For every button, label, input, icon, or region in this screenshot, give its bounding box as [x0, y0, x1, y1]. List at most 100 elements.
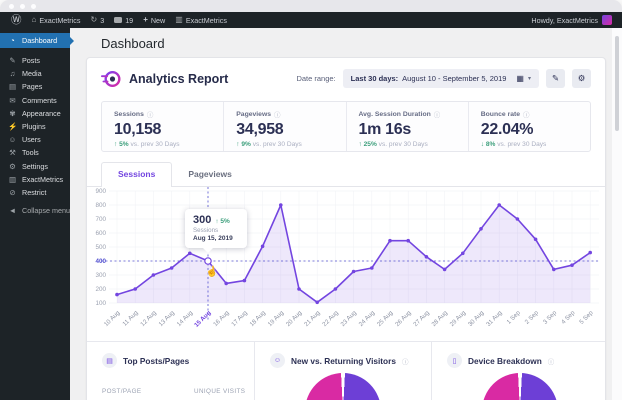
home-icon: ⌂: [31, 15, 37, 24]
svg-text:28 Aug: 28 Aug: [430, 309, 449, 328]
sidebar-item-plugins[interactable]: ⚡ Plugins: [0, 120, 70, 133]
sidebar-item-posts[interactable]: ✎ Posts: [0, 54, 70, 67]
chart-icon: ▥: [175, 15, 183, 24]
admin-bar-item-exactmetrics-toolbar[interactable]: ▥ ExactMetrics: [170, 12, 232, 28]
info-icon[interactable]: ⓘ: [274, 112, 281, 119]
tab-pageviews[interactable]: Pageviews: [188, 169, 232, 179]
edit-report-button[interactable]: ✎: [546, 69, 565, 88]
minimize-window-icon[interactable]: [20, 3, 25, 9]
info-icon[interactable]: ⓘ: [146, 112, 154, 119]
metric-change-suffix: vs. prev 30 Days: [376, 141, 428, 148]
sidebar-item-label: Comments: [22, 95, 57, 105]
metric-change-suffix: vs. prev 30 Days: [495, 141, 547, 148]
window-titlebar[interactable]: [0, 0, 622, 12]
tab-sessions[interactable]: Sessions: [101, 162, 173, 187]
wp-admin-sidebar: ◔ Dashboard ✎ Posts ♫ Media ▤ Pages ✉ Comments ✾ Ap…: [0, 28, 74, 400]
widget-header: ☺ New vs. Returning Visitors ⓘ: [255, 342, 431, 368]
svg-text:18 Aug: 18 Aug: [248, 309, 267, 328]
svg-text:200: 200: [95, 286, 106, 293]
svg-text:27 Aug: 27 Aug: [412, 309, 431, 328]
sidebar-item-label: Plugins: [22, 122, 46, 132]
close-window-icon[interactable]: [9, 3, 14, 9]
widget-top-posts-pages: ▤ Top Posts/Pages POST/PAGE UNIQUE VISITS: [87, 342, 254, 400]
info-icon[interactable]: ⓘ: [547, 358, 555, 366]
info-icon[interactable]: ⓘ: [401, 358, 409, 366]
sidebar-item-users[interactable]: ☺ Users: [0, 133, 70, 146]
scrollbar-track[interactable]: [612, 28, 622, 400]
sidebar-item-tools[interactable]: ⚒ Tools: [0, 146, 70, 159]
sidebar-item-pages[interactable]: ▤ Pages: [0, 80, 70, 93]
tooltip-change: ↑ 5%: [215, 218, 230, 225]
chart-tooltip: 300 ↑ 5% Sessions Aug 15, 2019: [185, 209, 247, 253]
svg-text:2 Sep: 2 Sep: [524, 309, 541, 326]
report-header: Analytics Report Date range: Last 30 day…: [87, 58, 605, 99]
scrollbar-thumb[interactable]: [615, 36, 619, 131]
info-icon[interactable]: ⓘ: [523, 112, 530, 119]
svg-text:21 Aug: 21 Aug: [303, 309, 322, 328]
sidebar-item-comments[interactable]: ✉ Comments: [0, 94, 70, 107]
admin-bar-item-updates[interactable]: ↻ 3: [85, 12, 109, 28]
column-header-post-page: POST/PAGE: [102, 388, 142, 395]
svg-text:900: 900: [95, 188, 106, 195]
site-name-label: ExactMetrics: [39, 15, 81, 25]
metric-pageviews: Pageviews ⓘ 34,958 ↑ 9% vs. prev 30 Days: [223, 102, 345, 151]
pie-chart: [305, 373, 381, 400]
sidebar-item-label: Settings: [22, 161, 48, 171]
admin-bar-item-wordpress-logo[interactable]: Ⓦ: [6, 12, 27, 28]
report-settings-button[interactable]: ⚙: [572, 69, 591, 88]
sidebar-item-settings[interactable]: ⚙ Settings: [0, 160, 70, 173]
metric-change-percent: ↑ 25%: [358, 141, 377, 148]
file-icon: ▤: [102, 353, 117, 368]
exactmetrics-logo-icon: [101, 70, 121, 87]
plugins-icon: ⚡: [8, 122, 18, 132]
analytics-report-card: Analytics Report Date range: Last 30 day…: [86, 57, 606, 400]
metric-change: ↑ 9% vs. prev 30 Days: [236, 141, 333, 148]
sidebar-item-restrict[interactable]: ⊘ Restrict: [0, 186, 70, 199]
maximize-window-icon[interactable]: [31, 3, 36, 9]
svg-text:14 Aug: 14 Aug: [176, 309, 195, 328]
svg-text:1 Sep: 1 Sep: [505, 309, 522, 326]
metric-change-suffix: vs. prev 30 Days: [250, 141, 302, 148]
metric-value: 10,158: [114, 121, 162, 138]
widget-header: ▤ Top Posts/Pages: [87, 342, 254, 368]
svg-text:23 Aug: 23 Aug: [339, 309, 358, 328]
plus-icon: +: [143, 15, 148, 24]
svg-text:26 Aug: 26 Aug: [394, 309, 413, 328]
dashboard-icon: ◔: [10, 36, 15, 45]
svg-text:12 Aug: 12 Aug: [139, 309, 158, 328]
wp-admin-bar: Ⓦ ⌂ ExactMetrics ↻ 3 19 + New ▥ ExactMetrics Howd…: [0, 12, 622, 28]
admin-bar-item-new-content[interactable]: + New: [138, 12, 170, 28]
sidebar-item-appearance[interactable]: ✾ Appearance: [0, 107, 70, 120]
admin-bar-item-site-name[interactable]: ⌂ ExactMetrics: [27, 12, 86, 28]
collapse-icon: ◄: [8, 206, 17, 216]
metric-change-percent: ↑ 5%: [114, 141, 129, 148]
svg-text:3 Sep: 3 Sep: [542, 309, 559, 326]
cursor-hand-icon: ☝: [205, 266, 220, 279]
svg-text:5 Sep: 5 Sep: [578, 309, 595, 326]
svg-text:30 Aug: 30 Aug: [467, 309, 486, 328]
page-title: Dashboard: [101, 36, 165, 51]
widget-title: Top Posts/Pages: [123, 355, 190, 366]
admin-bar-left: Ⓦ ⌂ ExactMetrics ↻ 3 19 + New ▥ ExactMetrics: [6, 12, 232, 28]
media-icon: ♫: [9, 69, 16, 79]
metric-change: ↑ 5% vs. prev 30 Days: [114, 141, 211, 148]
report-header-actions: Date range: Last 30 days: August 10 - Se…: [296, 69, 591, 88]
widget-title: Device Breakdown: [468, 355, 542, 366]
sidebar-item-label: Restrict: [22, 187, 47, 197]
sidebar-item-collapse-menu[interactable]: ◄ Collapse menu: [0, 204, 70, 217]
admin-bar-account[interactable]: Howdy, ExactMetrics: [531, 15, 612, 25]
metrics-summary-row: Sessions ⓘ 10,158 ↑ 5% vs. prev 30 Days Page…: [101, 101, 591, 152]
sessions-line-chart[interactable]: 300 ↑ 5% Sessions Aug 15, 2019 ☝ 100 200 3…: [87, 187, 607, 339]
metric-label: Sessions ⓘ: [114, 110, 154, 120]
sidebar-item-label: Collapse menu: [22, 206, 70, 216]
svg-text:16 Aug: 16 Aug: [212, 309, 231, 328]
date-range-button[interactable]: Last 30 days: August 10 - September 5, 2…: [342, 69, 539, 88]
sidebar-item-exactmetrics[interactable]: ▥ ExactMetrics: [0, 173, 70, 186]
metric-value: 34,958: [236, 121, 284, 138]
admin-bar-item-comments[interactable]: 19: [109, 12, 138, 28]
sidebar-item-dashboard[interactable]: ◔ Dashboard: [0, 33, 74, 48]
sidebar-item-media[interactable]: ♫ Media: [0, 67, 70, 80]
info-icon[interactable]: ⓘ: [433, 112, 441, 119]
sidebar-item-label: Dashboard: [22, 36, 58, 45]
